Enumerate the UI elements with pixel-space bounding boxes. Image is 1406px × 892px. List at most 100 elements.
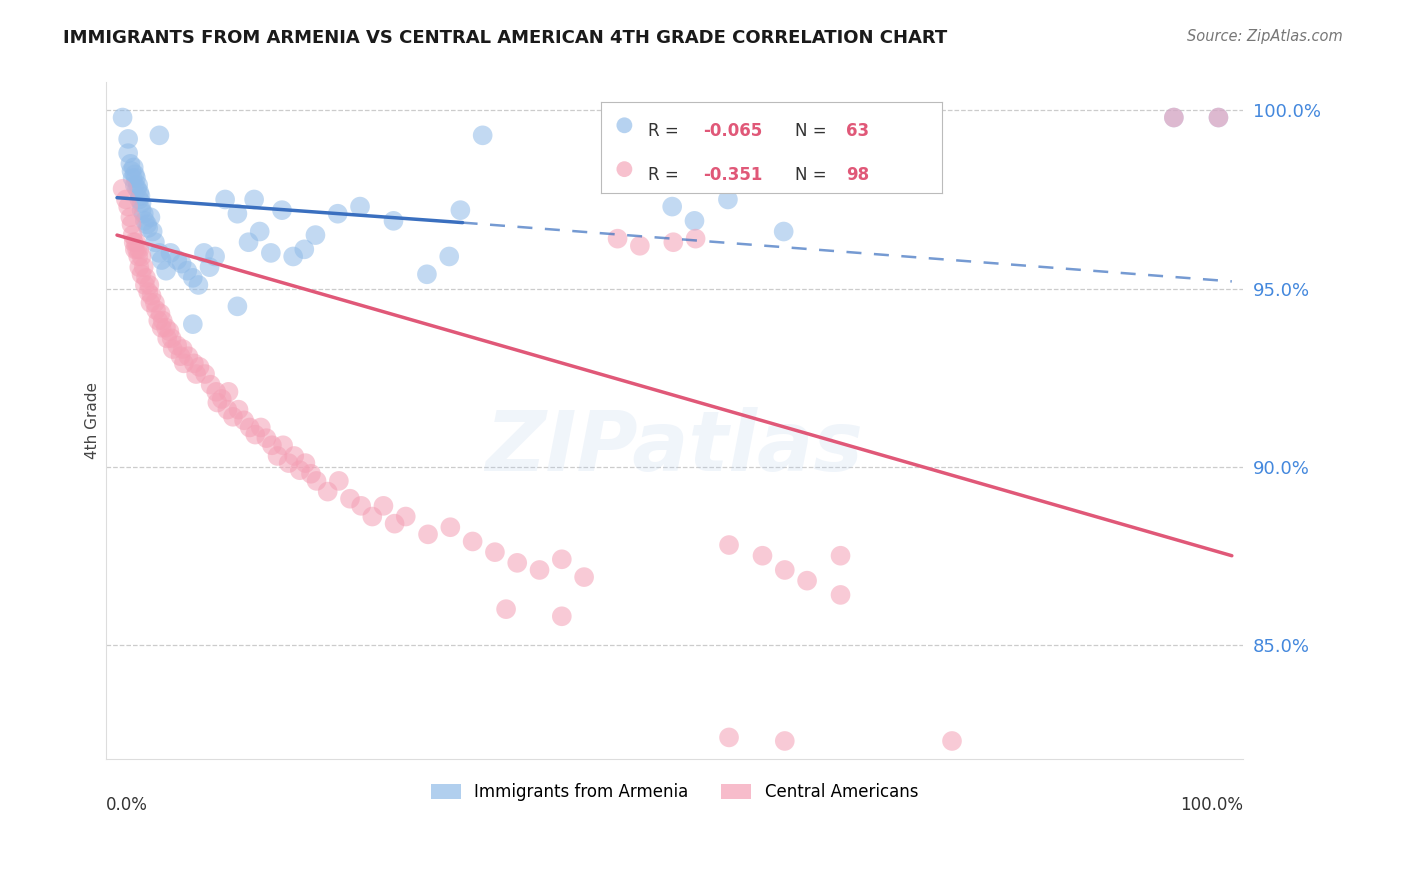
Point — [129, 189, 152, 203]
Point — [439, 520, 461, 534]
Point — [551, 609, 574, 624]
Point — [141, 288, 163, 302]
Point — [288, 463, 311, 477]
Point — [149, 306, 172, 320]
Point — [134, 214, 156, 228]
Point — [395, 509, 418, 524]
Point — [188, 359, 211, 374]
Point — [773, 734, 796, 748]
Point — [193, 246, 215, 260]
Point — [941, 734, 963, 748]
Point — [125, 243, 148, 257]
Point — [142, 225, 165, 239]
Point — [243, 193, 266, 207]
Text: ZIPatlas: ZIPatlas — [485, 407, 863, 488]
Point — [772, 225, 794, 239]
Point — [529, 563, 551, 577]
Point — [271, 203, 294, 218]
Legend: Immigrants from Armenia, Central Americans: Immigrants from Armenia, Central America… — [423, 777, 925, 808]
Point — [305, 474, 328, 488]
Point — [121, 164, 143, 178]
Point — [186, 367, 208, 381]
Point — [120, 211, 142, 225]
Point — [150, 253, 173, 268]
Point — [117, 200, 139, 214]
Point — [471, 128, 494, 143]
Point — [159, 246, 181, 260]
Point — [281, 250, 304, 264]
Point — [122, 161, 145, 175]
Point — [239, 420, 262, 434]
Point — [198, 260, 221, 274]
Point — [222, 409, 245, 424]
Y-axis label: 4th Grade: 4th Grade — [86, 382, 100, 458]
Point — [551, 552, 574, 566]
Point — [796, 574, 818, 588]
Point — [254, 431, 277, 445]
Point — [121, 218, 143, 232]
Point — [131, 203, 153, 218]
Text: IMMIGRANTS FROM ARMENIA VS CENTRAL AMERICAN 4TH GRADE CORRELATION CHART: IMMIGRANTS FROM ARMENIA VS CENTRAL AMERI… — [63, 29, 948, 46]
Point — [155, 263, 177, 277]
Point — [506, 556, 529, 570]
Point — [127, 250, 149, 264]
Point — [495, 602, 517, 616]
Point — [127, 178, 149, 193]
Point — [125, 235, 148, 250]
Point — [143, 295, 166, 310]
Point — [204, 250, 226, 264]
Text: Source: ZipAtlas.com: Source: ZipAtlas.com — [1187, 29, 1343, 44]
Point — [260, 438, 283, 452]
Point — [155, 320, 177, 334]
Point — [249, 225, 271, 239]
Point — [718, 731, 741, 745]
Point — [1163, 111, 1185, 125]
Point — [339, 491, 361, 506]
Point — [718, 538, 741, 552]
Point — [214, 193, 236, 207]
Point — [136, 285, 159, 299]
Point — [143, 235, 166, 250]
Point — [183, 356, 205, 370]
Point — [226, 207, 249, 221]
Point — [156, 331, 179, 345]
Point — [205, 384, 228, 399]
Point — [416, 527, 439, 541]
Point — [416, 267, 439, 281]
Point — [200, 377, 222, 392]
Point — [218, 384, 240, 399]
Point — [121, 228, 143, 243]
Point — [124, 168, 146, 182]
Point — [1163, 111, 1185, 125]
Point — [299, 467, 322, 481]
Point — [773, 563, 796, 577]
Point — [304, 228, 326, 243]
Point — [207, 395, 229, 409]
Point — [166, 338, 188, 352]
Point — [134, 277, 156, 292]
Point — [176, 263, 198, 277]
Point — [328, 474, 350, 488]
Point — [131, 267, 153, 281]
Point — [226, 299, 249, 313]
Point — [187, 277, 209, 292]
Point — [128, 186, 150, 200]
Point — [685, 232, 707, 246]
Point — [350, 499, 373, 513]
Point — [484, 545, 506, 559]
Point — [122, 235, 145, 250]
Point — [150, 320, 173, 334]
Point — [606, 232, 628, 246]
Point — [128, 260, 150, 274]
Point — [382, 214, 405, 228]
Point — [316, 484, 339, 499]
Point — [138, 277, 160, 292]
Point — [373, 499, 395, 513]
Point — [132, 260, 155, 274]
Point — [326, 207, 349, 221]
Point — [292, 243, 315, 257]
Point — [181, 317, 204, 331]
Point — [172, 342, 194, 356]
Point — [148, 246, 170, 260]
Point — [177, 349, 200, 363]
